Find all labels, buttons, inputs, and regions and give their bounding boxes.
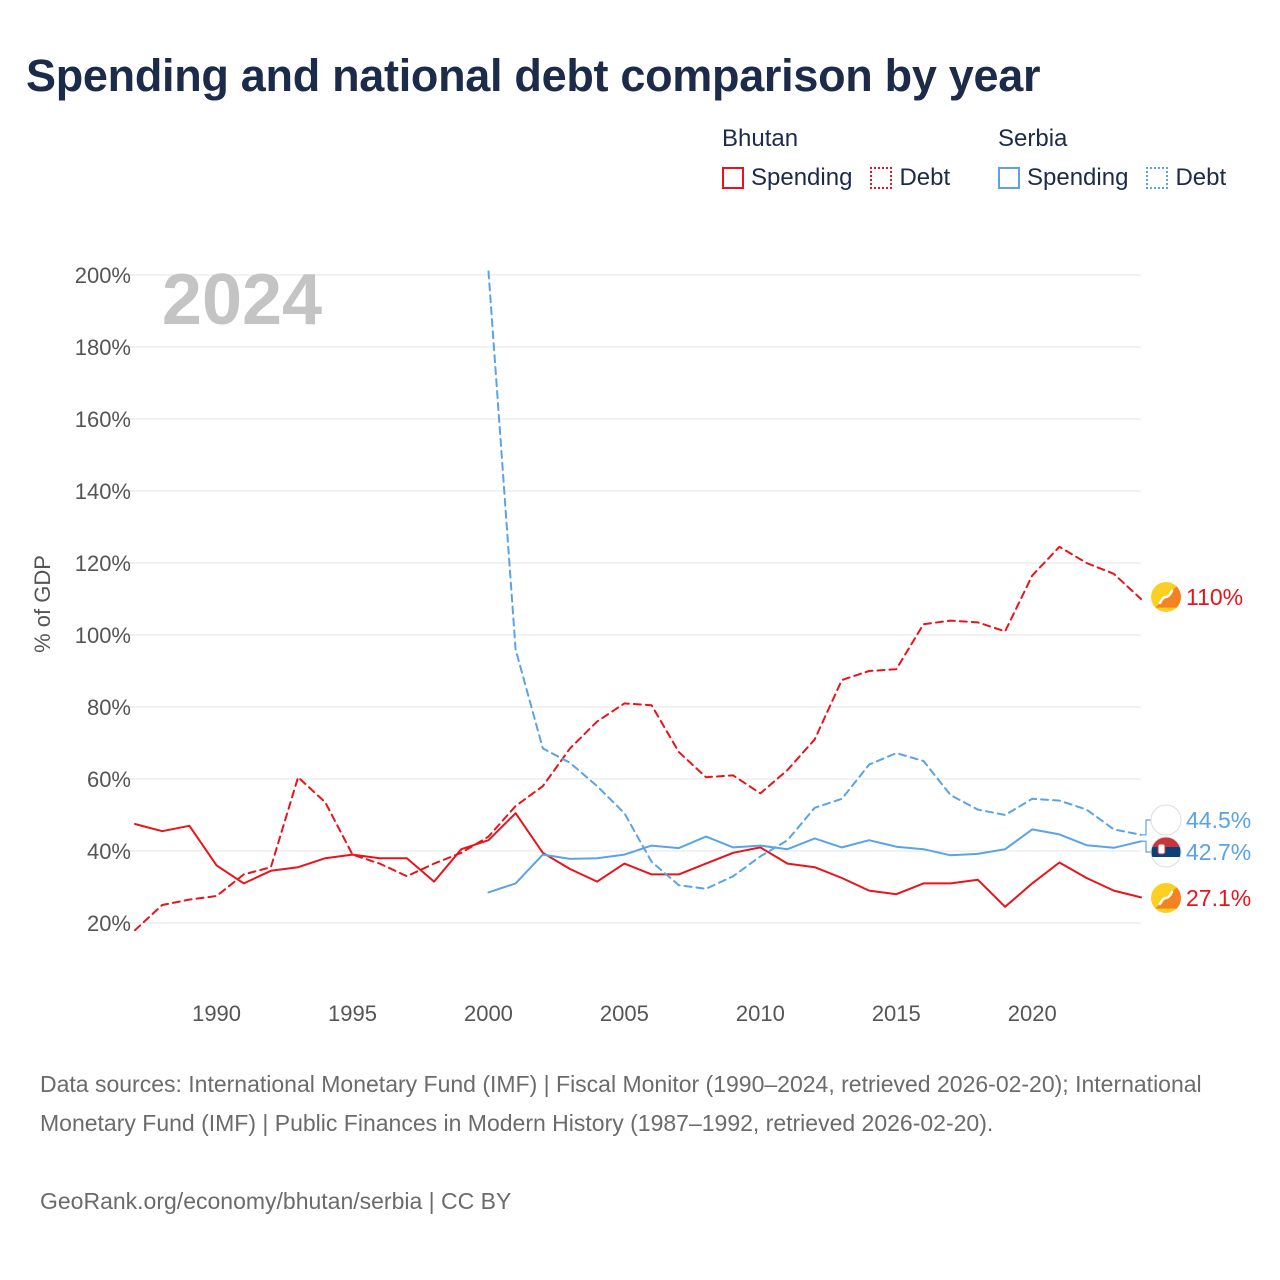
legend-item-bhutan-debt[interactable]: Debt	[870, 164, 950, 192]
legend-item-serbia-debt[interactable]: Debt	[1146, 164, 1226, 192]
chart-title: Spending and national debt comparison by…	[26, 50, 1041, 101]
y-tick-label-100: 100%	[75, 623, 131, 648]
x-tick-label-2020: 2020	[1008, 1001, 1057, 1026]
marker-layer: 27.1% 110% 42.7% 44.5%	[1141, 582, 1251, 913]
legend-group-bhutan: Bhutan Spending Debt	[722, 122, 950, 192]
series-layer	[134, 270, 1142, 932]
chart-area: 20% 40% 60% 80% 100% 120% 140% 160% 180% 200% 1990…	[30, 260, 1251, 1026]
legend-label: Spending	[1027, 164, 1129, 191]
year-watermark: 2024	[162, 260, 322, 340]
data-sources: Data sources: International Monetary Fun…	[40, 1071, 1202, 1136]
end-value-label: 27.1%	[1186, 885, 1251, 911]
bhutan-flag-icon	[1151, 582, 1181, 612]
legend-country-bhutan: Bhutan	[722, 125, 799, 152]
end-value-label: 44.5%	[1186, 807, 1251, 833]
x-tick-label-2000: 2000	[464, 1001, 513, 1026]
x-tick-label-2015: 2015	[872, 1001, 921, 1026]
legend-label: Spending	[751, 164, 853, 191]
x-tick-label-1990: 1990	[192, 1001, 241, 1026]
x-tick-label-2010: 2010	[736, 1001, 785, 1026]
legend-item-bhutan-spending[interactable]: Spending	[722, 164, 852, 192]
y-tick-label-60: 60%	[87, 767, 131, 792]
label-connector	[1141, 840, 1151, 853]
x-tick-label-1995: 1995	[328, 1001, 377, 1026]
y-tick-label-20: 20%	[87, 911, 131, 936]
serbia-flag-icon	[1150, 836, 1182, 868]
series-line-bhutan-debt[interactable]	[134, 545, 1142, 932]
serbia-flag-icon	[1150, 804, 1182, 836]
y-tick-label-40: 40%	[87, 839, 131, 864]
x-tick-label-2005: 2005	[600, 1001, 649, 1026]
legend-label: Debt	[1175, 164, 1227, 191]
y-tick-label-160: 160%	[75, 407, 131, 432]
legend-swatch-solid	[998, 167, 1020, 189]
legend-item-serbia-spending[interactable]: Spending	[998, 164, 1128, 192]
y-axis-label: % of GDP	[30, 555, 55, 653]
grid-layer: 20% 40% 60% 80% 100% 120% 140% 160% 180% 200% 1990…	[75, 263, 1141, 1026]
y-tick-label-120: 120%	[75, 551, 131, 576]
legend-label: Debt	[899, 164, 951, 191]
bhutan-flag-icon	[1151, 883, 1181, 913]
end-value-label: 42.7%	[1186, 839, 1251, 865]
source-credit[interactable]: GeoRank.org/economy/bhutan/serbia | CC B…	[40, 1188, 512, 1214]
legend-swatch-dotted	[1146, 167, 1169, 189]
legend-swatch-dotted	[870, 167, 893, 189]
y-tick-label-180: 180%	[75, 335, 131, 360]
y-tick-label-80: 80%	[87, 695, 131, 720]
label-connector	[1141, 819, 1151, 836]
series-line-serbia-debt[interactable]	[487, 270, 1142, 890]
series-line-bhutan-spending[interactable]	[134, 812, 1142, 908]
legend-group-serbia: Serbia Spending Debt	[998, 122, 1226, 192]
series-line-serbia-spending[interactable]	[487, 828, 1142, 894]
legend-country-serbia: Serbia	[998, 125, 1068, 152]
y-tick-label-200: 200%	[75, 263, 131, 288]
legend-swatch-solid	[722, 167, 744, 189]
y-tick-label-140: 140%	[75, 479, 131, 504]
end-value-label: 110%	[1186, 584, 1243, 610]
